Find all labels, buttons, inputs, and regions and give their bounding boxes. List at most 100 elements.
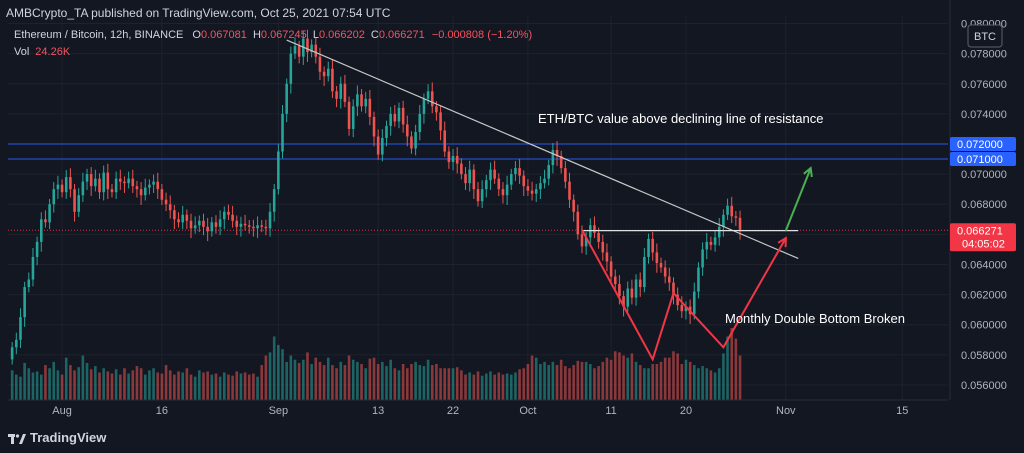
volume-bar <box>618 352 621 400</box>
candle-body <box>618 284 621 297</box>
y-tick-label: 0.056000 <box>961 380 1007 392</box>
pattern-arrowhead <box>777 236 787 248</box>
x-tick-label: Oct <box>519 405 536 417</box>
candle-body <box>643 256 646 288</box>
candle-body <box>289 53 293 84</box>
volume-bar <box>609 359 613 400</box>
volume-bar <box>480 375 484 400</box>
candle-body <box>143 187 147 196</box>
candle-body <box>69 177 72 190</box>
volume-bar <box>277 344 280 400</box>
volume-bar <box>139 368 143 400</box>
volume-bar <box>289 355 293 400</box>
candle-body <box>439 112 442 131</box>
candle-body <box>406 124 409 137</box>
candle-body <box>722 214 725 227</box>
volume-bar <box>505 373 509 400</box>
brand-name: TradingView <box>30 430 107 445</box>
currency-label: BTC <box>974 31 996 43</box>
volume-bar <box>410 364 413 400</box>
volume-bar <box>177 371 180 400</box>
volume-bar <box>543 361 546 400</box>
x-tick-label: Nov <box>776 405 796 417</box>
y-tick-label: 0.068000 <box>961 199 1007 211</box>
volume-bar <box>239 373 243 400</box>
candle-body <box>56 184 60 190</box>
y-tick-label: 0.078000 <box>961 49 1007 61</box>
candle-body <box>181 214 184 223</box>
volume-bar <box>501 374 505 400</box>
annotation-double-bottom: Monthly Double Bottom Broken <box>725 311 905 326</box>
candle-body <box>638 279 642 288</box>
candle-body <box>131 178 135 187</box>
candle-body <box>589 225 592 238</box>
price-label-tag <box>950 137 1016 151</box>
volume-bar <box>697 368 700 400</box>
volume-bar <box>468 372 471 400</box>
volume-bar <box>439 368 442 400</box>
countdown-text: 04:05:02 <box>962 238 1005 250</box>
volume-bar <box>102 368 105 400</box>
low-label: L <box>312 29 319 41</box>
x-tick-label: 13 <box>372 405 384 417</box>
candle-body <box>264 226 268 229</box>
volume-bar <box>559 359 563 400</box>
candle-body <box>505 184 509 196</box>
volume-bar <box>339 361 343 400</box>
volume-bar <box>148 370 151 400</box>
x-tick-label: Aug <box>52 405 72 417</box>
volume-bar <box>243 372 247 400</box>
volume-bar <box>360 364 363 400</box>
volume-bar <box>152 368 155 400</box>
x-tick-label: 11 <box>605 405 616 417</box>
close-label: C <box>370 29 379 41</box>
double-bottom-pattern <box>581 229 787 362</box>
volume-bar <box>464 374 467 400</box>
candle-body <box>414 131 417 149</box>
candle-body <box>193 225 197 229</box>
symbol-title[interactable]: Ethereum / Bitcoin, 12h, BINANCE <box>14 29 184 41</box>
candle-body <box>518 168 521 176</box>
volume-bar <box>651 364 654 400</box>
candle-body <box>568 181 571 200</box>
price-label-tag <box>950 152 1016 167</box>
candle-body <box>206 226 209 232</box>
volume-bar <box>19 376 22 400</box>
candle-body <box>268 211 272 229</box>
volume-bar <box>589 364 592 400</box>
volume-bar <box>659 361 663 400</box>
candle-body <box>397 107 401 122</box>
currency-badge: BTC <box>967 24 1003 48</box>
candle-body <box>214 222 218 227</box>
volume-bar <box>684 359 688 400</box>
volume-bar <box>526 364 530 400</box>
candle-body <box>730 205 734 217</box>
volume-bar <box>356 361 359 400</box>
volume-bar <box>15 374 18 400</box>
y-tick-label: 0.058000 <box>961 350 1007 362</box>
volume-bar <box>572 365 575 400</box>
volume-bar <box>717 368 721 400</box>
volume-label[interactable]: Vol <box>14 46 30 58</box>
candle-body <box>701 249 704 268</box>
candle-body <box>260 225 264 227</box>
volume-bar <box>638 365 642 400</box>
candle-body <box>460 163 463 175</box>
candle-body <box>726 205 729 215</box>
candle-body <box>468 169 471 184</box>
volume-bar <box>77 367 80 400</box>
candle-body <box>564 168 567 182</box>
candle-body <box>218 219 222 227</box>
candle-body <box>331 68 334 92</box>
volume-bar <box>568 368 571 400</box>
candle-body <box>692 291 696 315</box>
volume-bar <box>485 373 488 400</box>
candle-body <box>372 116 376 137</box>
volume-bar <box>418 365 422 400</box>
candle-body <box>119 178 122 182</box>
volume-bar <box>214 373 218 400</box>
volume-bar <box>31 372 35 400</box>
candle-body <box>235 220 239 227</box>
tradingview-brand[interactable]: TradingView <box>8 430 106 445</box>
